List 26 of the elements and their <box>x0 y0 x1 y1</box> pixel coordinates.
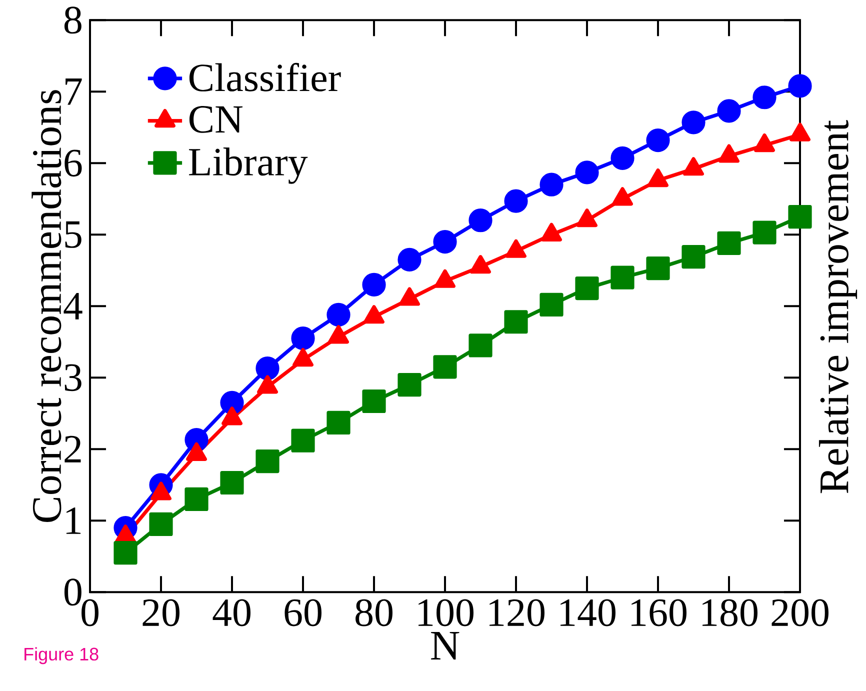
y-tick-label: 1 <box>66 507 81 534</box>
x-tick-label: 60 <box>284 599 322 626</box>
y2-axis-title: Relative improvement <box>818 120 858 494</box>
x-tick-label: 180 <box>702 599 758 626</box>
x-tick-label: 20 <box>142 599 180 626</box>
y-axis-title: Correct recommendations <box>32 90 62 522</box>
y-tick-label: 2 <box>64 436 81 462</box>
y-tick-label: 0 <box>64 578 82 606</box>
y-tick-label: 4 <box>64 292 82 320</box>
x-tick-label: 160 <box>632 599 686 626</box>
y-tick-label: 7 <box>66 78 82 105</box>
legend-label: CN <box>189 106 243 133</box>
x-tick-label: 80 <box>356 599 392 626</box>
x-tick-label: 100 <box>418 599 474 626</box>
x-axis-title: N <box>431 632 460 660</box>
legend-label: Classifier <box>189 62 341 92</box>
x-tick-label: 120 <box>490 599 544 626</box>
y-tick-label: 5 <box>65 221 82 248</box>
x-tick-label: 40 <box>212 599 250 626</box>
x-tick-label: 140 <box>560 599 616 626</box>
y-tick-label: 6 <box>64 150 82 177</box>
caption: Figure 18 <box>24 647 98 664</box>
y-tick-label: 3 <box>64 364 82 392</box>
x-tick-label: 200 <box>772 599 828 626</box>
legend-label: Library <box>189 147 308 184</box>
y-tick-label: 8 <box>64 6 82 34</box>
